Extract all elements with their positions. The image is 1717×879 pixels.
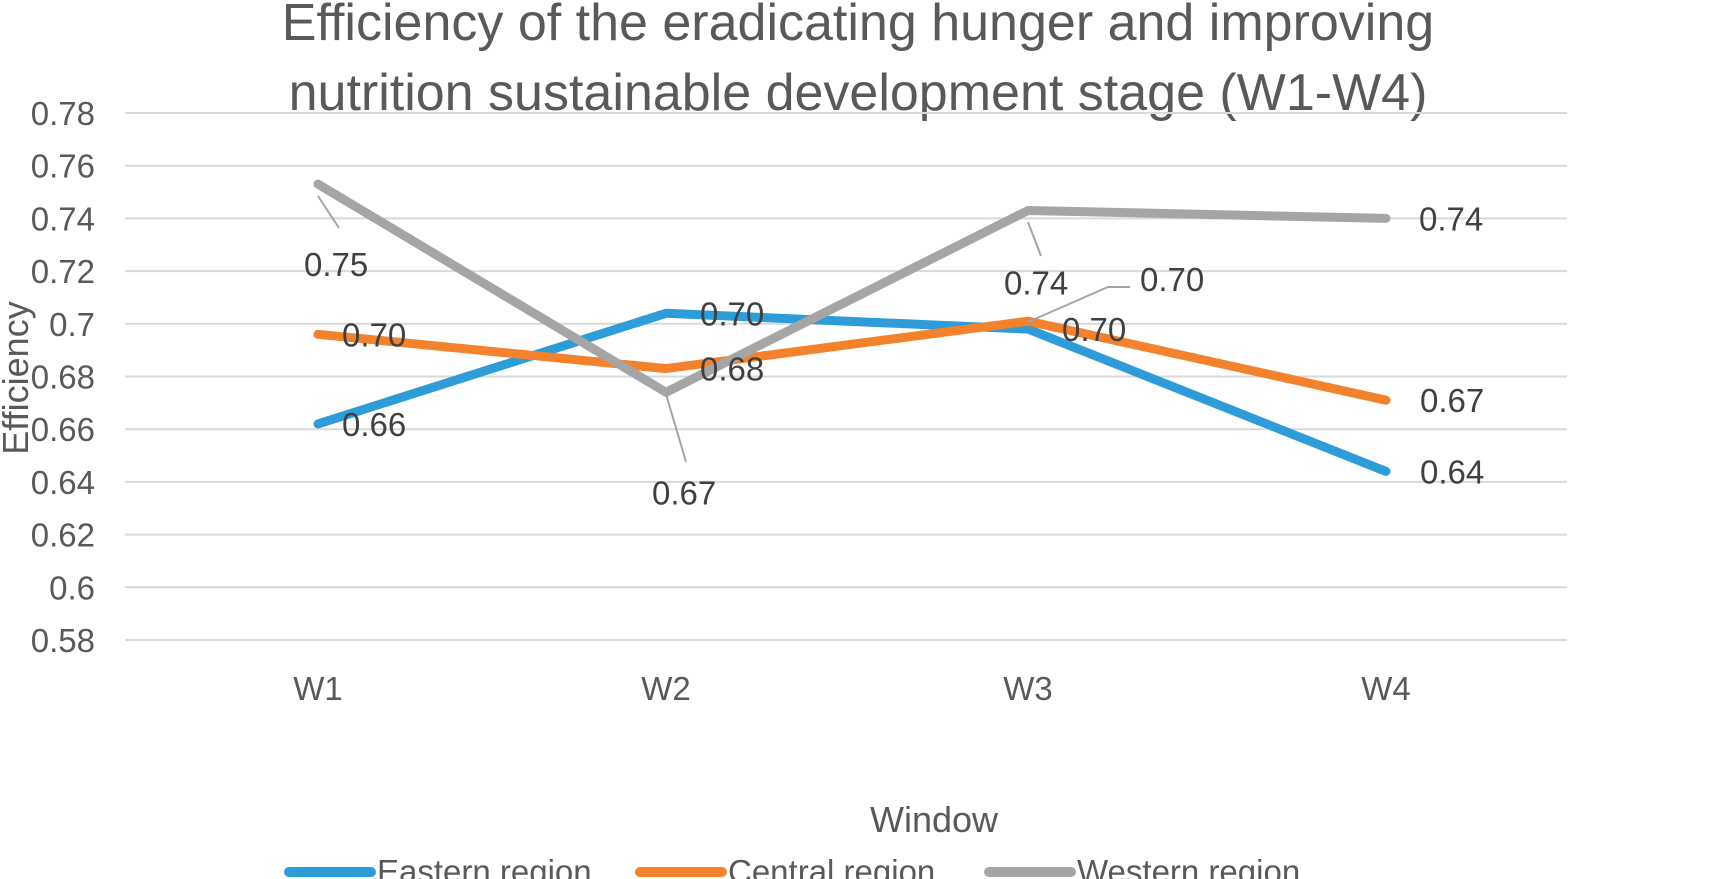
data-label: 0.74 bbox=[1004, 264, 1068, 301]
x-tick-label: W1 bbox=[293, 670, 343, 707]
data-label: 0.67 bbox=[652, 474, 716, 511]
y-tick-label: 0.62 bbox=[31, 517, 95, 554]
y-tick-label: 0.58 bbox=[31, 622, 95, 659]
data-label: 0.68 bbox=[700, 351, 764, 388]
y-tick-label: 0.76 bbox=[31, 148, 95, 185]
legend-label: Central region bbox=[728, 853, 935, 879]
y-tick-label: 0.66 bbox=[31, 411, 95, 448]
data-label: 0.70 bbox=[1062, 311, 1126, 348]
legend-label: Western region bbox=[1077, 853, 1300, 879]
data-label: 0.70 bbox=[700, 295, 764, 332]
y-tick-label: 0.72 bbox=[31, 253, 95, 290]
data-label: 0.66 bbox=[342, 406, 406, 443]
x-axis-ticks: W1 W2 W3 W4 bbox=[293, 670, 1411, 707]
y-tick-label: 0.64 bbox=[31, 464, 95, 501]
leader-line bbox=[317, 195, 340, 229]
series-lines bbox=[313, 179, 1391, 476]
x-tick-label: W4 bbox=[1361, 670, 1411, 707]
data-label: 0.67 bbox=[1420, 382, 1484, 419]
data-label: 0.64 bbox=[1420, 453, 1484, 490]
y-tick-label: 0.78 bbox=[31, 95, 95, 132]
leader-line bbox=[665, 393, 687, 463]
y-tick-label: 0.6 bbox=[49, 569, 95, 606]
data-labels: 0.66 0.70 0.70 0.64 0.70 0.68 0.70 0.67 0.75 0.67… bbox=[304, 200, 1484, 511]
data-label: 0.74 bbox=[1419, 200, 1483, 237]
y-tick-label: 0.74 bbox=[31, 200, 95, 237]
legend-label: Eastern region bbox=[377, 853, 592, 879]
leader-line bbox=[1027, 286, 1130, 323]
y-axis-label: Efficiency bbox=[0, 301, 36, 454]
label-leader-lines bbox=[317, 195, 1130, 463]
legend: Eastern region Central region Western regi… bbox=[284, 853, 1300, 879]
series-line-eastern-region bbox=[313, 308, 1391, 476]
series-line-western-region bbox=[313, 179, 1391, 397]
data-label: 0.70 bbox=[342, 316, 406, 353]
y-axis-ticks: 0.78 0.76 0.74 0.72 0.7 0.68 0.66 0.64 0.62 0.6 0.… bbox=[31, 95, 95, 659]
gridlines bbox=[125, 112, 1567, 641]
y-tick-label: 0.68 bbox=[31, 359, 95, 396]
x-axis-label: Window bbox=[870, 799, 999, 840]
x-tick-label: W2 bbox=[641, 670, 691, 707]
x-tick-label: W3 bbox=[1003, 670, 1053, 707]
y-tick-label: 0.7 bbox=[49, 306, 95, 343]
chart-title: Efficiency of the eradicating hunger and… bbox=[282, 0, 1434, 122]
series-line-central-region bbox=[313, 316, 1391, 405]
leader-line bbox=[1027, 221, 1042, 257]
data-label: 0.75 bbox=[304, 246, 368, 283]
data-label: 0.70 bbox=[1140, 261, 1204, 298]
chart-title-line-1: Efficiency of the eradicating hunger and… bbox=[282, 0, 1434, 52]
